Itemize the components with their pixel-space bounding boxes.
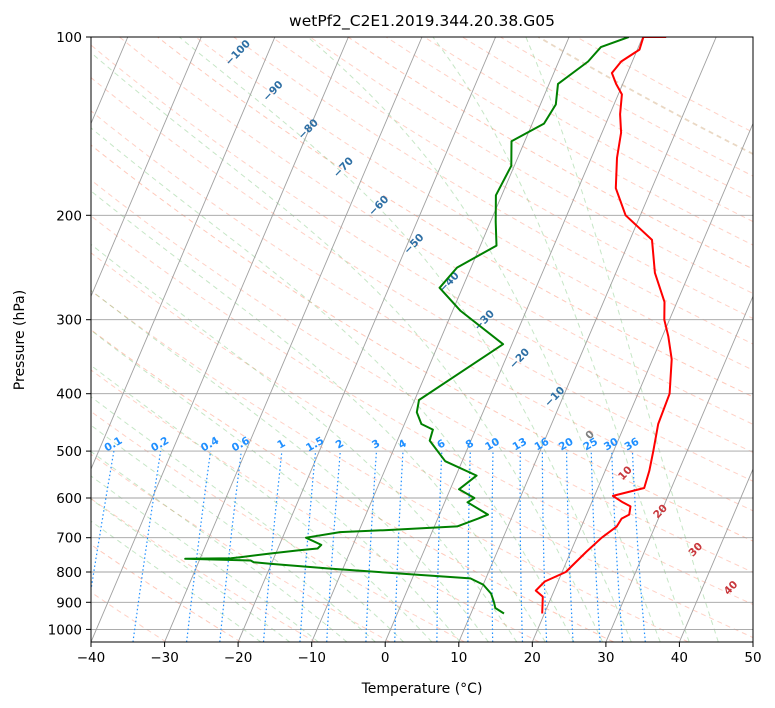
isotherm <box>164 37 423 642</box>
x-tick-label: −30 <box>150 650 179 666</box>
mixing-ratio-line <box>132 451 162 642</box>
moist-adiabat <box>91 243 518 642</box>
mixing-ratio-line <box>262 451 283 642</box>
x-tick-label: 10 <box>450 650 467 666</box>
isotherm <box>91 37 349 642</box>
moist-adiabat <box>91 424 376 642</box>
isotherm <box>237 37 497 642</box>
x-tick-label: −40 <box>77 650 106 666</box>
dry-adiabat <box>91 410 465 642</box>
y-tick-label: 800 <box>56 565 82 581</box>
moist-adiabat <box>91 127 575 642</box>
x-tick-label: −20 <box>224 650 253 666</box>
moist-adiabat <box>91 52 604 642</box>
moist-adiabat <box>525 37 719 642</box>
x-tick-label: −10 <box>297 650 326 666</box>
sounding-profiles <box>184 37 673 615</box>
y-tick-label: 600 <box>56 491 82 507</box>
y-tick-label: 400 <box>56 387 82 403</box>
mixing-ratio-line <box>91 450 115 594</box>
y-tick-label: 900 <box>56 595 82 611</box>
isotherm <box>91 37 202 298</box>
chart-title: wetPf2_C2E1.2019.344.20.38.G05 <box>289 12 555 31</box>
dry-adiabat <box>271 37 753 320</box>
y-tick-label: 300 <box>56 313 82 329</box>
mixing-ratio-line <box>299 451 317 642</box>
axes: −40 −30 −20 −10 0 10 20 30 40 50 100 200 300 400 500 60… <box>48 30 762 666</box>
y-tick-label: 100 <box>56 30 82 46</box>
moist-adiabat <box>91 475 319 642</box>
dry-adiabat <box>91 591 167 642</box>
dry-adiabat <box>91 215 753 606</box>
x-tick-label: 50 <box>744 650 761 666</box>
dry-adiabat <box>91 110 753 512</box>
x-tick-label: 20 <box>524 650 541 666</box>
y-tick-label: 200 <box>56 208 82 224</box>
dry-adiabat <box>91 76 753 482</box>
moist-adiabat <box>91 364 433 642</box>
y-tick-label: 500 <box>56 444 82 460</box>
isotherm <box>458 37 717 642</box>
y-axis-label: Pressure (hPa) <box>12 290 28 390</box>
dry-adiabat <box>91 290 689 642</box>
y-tick-label: 700 <box>56 531 82 547</box>
isotherm <box>311 37 570 642</box>
background-lines <box>91 37 753 642</box>
dry-adiabat <box>195 37 753 371</box>
moist-adiabat <box>91 520 262 642</box>
x-tick-label: 30 <box>597 650 614 666</box>
moist-adiabat <box>178 37 632 642</box>
moist-adiabat <box>91 450 348 642</box>
moist-adiabat <box>307 37 661 642</box>
moist-adiabat <box>91 396 404 642</box>
isotherm <box>605 295 753 642</box>
dry-adiabat <box>91 369 540 642</box>
isotherm <box>91 37 276 471</box>
isotherm <box>531 122 753 642</box>
dry-adiabat <box>91 498 316 642</box>
isotherm <box>678 467 753 642</box>
dry-adiabat <box>91 329 614 642</box>
plot-frame <box>90 36 754 643</box>
dewpoint-profile-line <box>184 37 630 615</box>
temperature-profile-line <box>534 37 673 614</box>
dry-adiabat <box>91 252 753 639</box>
y-tick-label: 1000 <box>48 622 82 638</box>
dry-adiabat <box>91 144 753 542</box>
dry-adiabat <box>91 179 753 573</box>
mixing-ratio-line <box>219 451 242 642</box>
x-axis-label: Temperature (°C) <box>361 681 483 697</box>
moist-adiabat <box>432 37 690 642</box>
moist-adiabat <box>91 289 489 642</box>
isotherm <box>384 37 644 642</box>
mixing-ratio-line <box>186 451 212 642</box>
x-tick-label: 40 <box>671 650 688 666</box>
moist-adiabat <box>91 190 546 642</box>
dry-adiabat <box>119 37 753 425</box>
dry-adiabat <box>91 453 391 642</box>
x-tick-label: 0 <box>381 650 390 666</box>
moist-adiabat <box>91 329 461 642</box>
